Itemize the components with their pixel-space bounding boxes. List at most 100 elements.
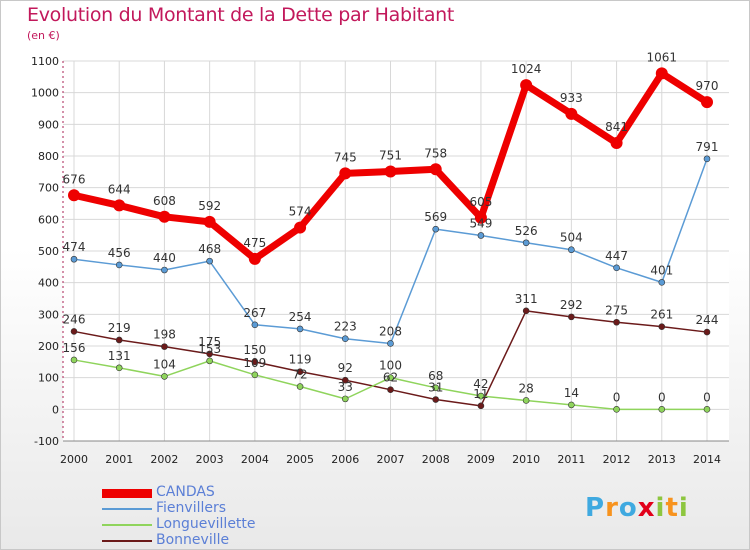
data-label-longuevillette: 0	[613, 390, 621, 404]
data-point-longuevillette	[341, 395, 349, 403]
x-tick-label: 2007	[377, 453, 405, 466]
data-point-bonneville	[251, 358, 259, 366]
y-tick-label: 800	[38, 150, 59, 163]
data-label-longuevillette: 72	[292, 368, 307, 382]
data-point-longuevillette	[296, 383, 304, 390]
data-label-fienvillers: 456	[108, 246, 131, 260]
x-tick-label: 2013	[648, 453, 676, 466]
data-label-candas: 574	[289, 205, 312, 219]
data-label-longuevillette: 68	[428, 369, 443, 383]
data-label-bonneville: 11	[473, 387, 488, 401]
data-label-bonneville: 92	[338, 361, 353, 375]
data-point-fienvillers	[432, 225, 440, 233]
data-label-longuevillette: 0	[658, 390, 666, 404]
data-label-candas: 841	[605, 120, 628, 134]
data-point-longuevillette	[206, 357, 213, 365]
data-point-fienvillers	[477, 232, 485, 239]
data-point-fienvillers	[613, 264, 620, 272]
x-tick-label: 2002	[150, 453, 178, 466]
legend-label-candas: CANDAS	[156, 484, 215, 500]
data-point-longuevillette	[568, 401, 575, 409]
y-tick-label: 0	[52, 403, 59, 416]
x-tick-label: 2009	[467, 453, 495, 466]
data-point-longuevillette	[477, 392, 485, 400]
y-tick-label: 400	[38, 277, 59, 290]
data-label-fienvillers: 208	[379, 324, 402, 338]
data-label-bonneville: 246	[63, 312, 86, 326]
chart-unit: (en €)	[27, 29, 60, 42]
data-label-bonneville: 292	[560, 298, 583, 312]
data-point-longuevillette	[703, 406, 711, 413]
legend-label-fienvillers: Fienvillers	[156, 500, 227, 516]
data-label-longuevillette: 100	[379, 359, 402, 373]
data-label-candas: 676	[63, 172, 86, 186]
x-tick-label: 2014	[693, 453, 721, 466]
data-label-fienvillers: 791	[696, 140, 719, 154]
proxiti-logo: Proxiti	[585, 493, 689, 523]
logo-letter: o	[618, 493, 638, 523]
data-label-longuevillette: 14	[564, 386, 579, 400]
y-tick-label: 100	[38, 372, 59, 385]
y-tick-label: 300	[38, 308, 59, 321]
x-tick-label: 2008	[422, 453, 450, 466]
data-label-candas: 970	[696, 79, 719, 93]
data-point-longuevillette	[387, 374, 394, 381]
logo-letter: i	[655, 493, 666, 523]
data-label-fienvillers: 468	[198, 242, 221, 256]
legend-swatch-longuevillette	[102, 524, 152, 526]
data-label-longuevillette: 153	[198, 342, 221, 356]
x-tick-label: 2011	[557, 453, 585, 466]
data-point-candas	[384, 165, 397, 178]
y-tick-label: 700	[38, 182, 59, 195]
data-point-fienvillers	[568, 246, 575, 254]
data-point-fienvillers	[703, 155, 711, 163]
y-tick-label: 500	[38, 245, 59, 258]
data-label-candas: 1061	[647, 50, 678, 64]
data-label-candas: 605	[469, 195, 492, 209]
data-point-bonneville	[296, 368, 304, 375]
data-label-fienvillers: 401	[650, 263, 673, 277]
data-point-candas	[113, 199, 126, 212]
data-point-candas	[655, 67, 668, 80]
data-label-bonneville: 219	[108, 321, 131, 335]
data-label-bonneville: 175	[198, 335, 221, 349]
logo-letter: t	[665, 493, 679, 523]
data-point-bonneville	[161, 343, 168, 350]
data-point-bonneville	[387, 386, 394, 394]
data-point-candas	[68, 189, 80, 202]
data-point-candas	[474, 211, 487, 224]
data-point-bonneville	[115, 336, 123, 344]
data-point-longuevillette	[522, 397, 530, 404]
data-label-candas: 644	[108, 182, 131, 196]
data-point-candas	[701, 96, 713, 109]
data-label-bonneville: 62	[383, 371, 398, 385]
data-point-bonneville	[658, 323, 666, 330]
data-point-fienvillers	[387, 340, 394, 347]
data-label-bonneville: 31	[428, 381, 443, 395]
data-label-longuevillette: 109	[243, 356, 266, 370]
y-tick-label: 1000	[31, 87, 59, 100]
data-point-bonneville	[568, 313, 575, 321]
logo-letter: i	[678, 493, 689, 523]
data-point-bonneville	[70, 328, 78, 335]
data-label-bonneville: 119	[289, 353, 312, 367]
y-tick-label: 900	[38, 118, 59, 131]
data-label-candas: 475	[243, 236, 266, 250]
data-label-fienvillers: 569	[424, 210, 447, 224]
data-point-candas	[520, 79, 533, 92]
data-label-longuevillette: 104	[153, 357, 176, 371]
x-tick-label: 2010	[512, 453, 540, 466]
x-tick-label: 2004	[241, 453, 269, 466]
legend-swatch-fienvillers	[102, 508, 152, 510]
data-label-candas: 933	[560, 91, 583, 105]
data-point-candas	[610, 137, 623, 150]
data-point-fienvillers	[251, 321, 259, 329]
data-label-candas: 758	[424, 146, 447, 160]
y-tick-label: 1100	[31, 55, 59, 68]
data-point-longuevillette	[161, 373, 168, 380]
data-label-bonneville: 261	[650, 308, 673, 322]
data-point-longuevillette	[70, 356, 78, 364]
data-label-bonneville: 198	[153, 328, 176, 342]
data-point-fienvillers	[115, 261, 123, 269]
